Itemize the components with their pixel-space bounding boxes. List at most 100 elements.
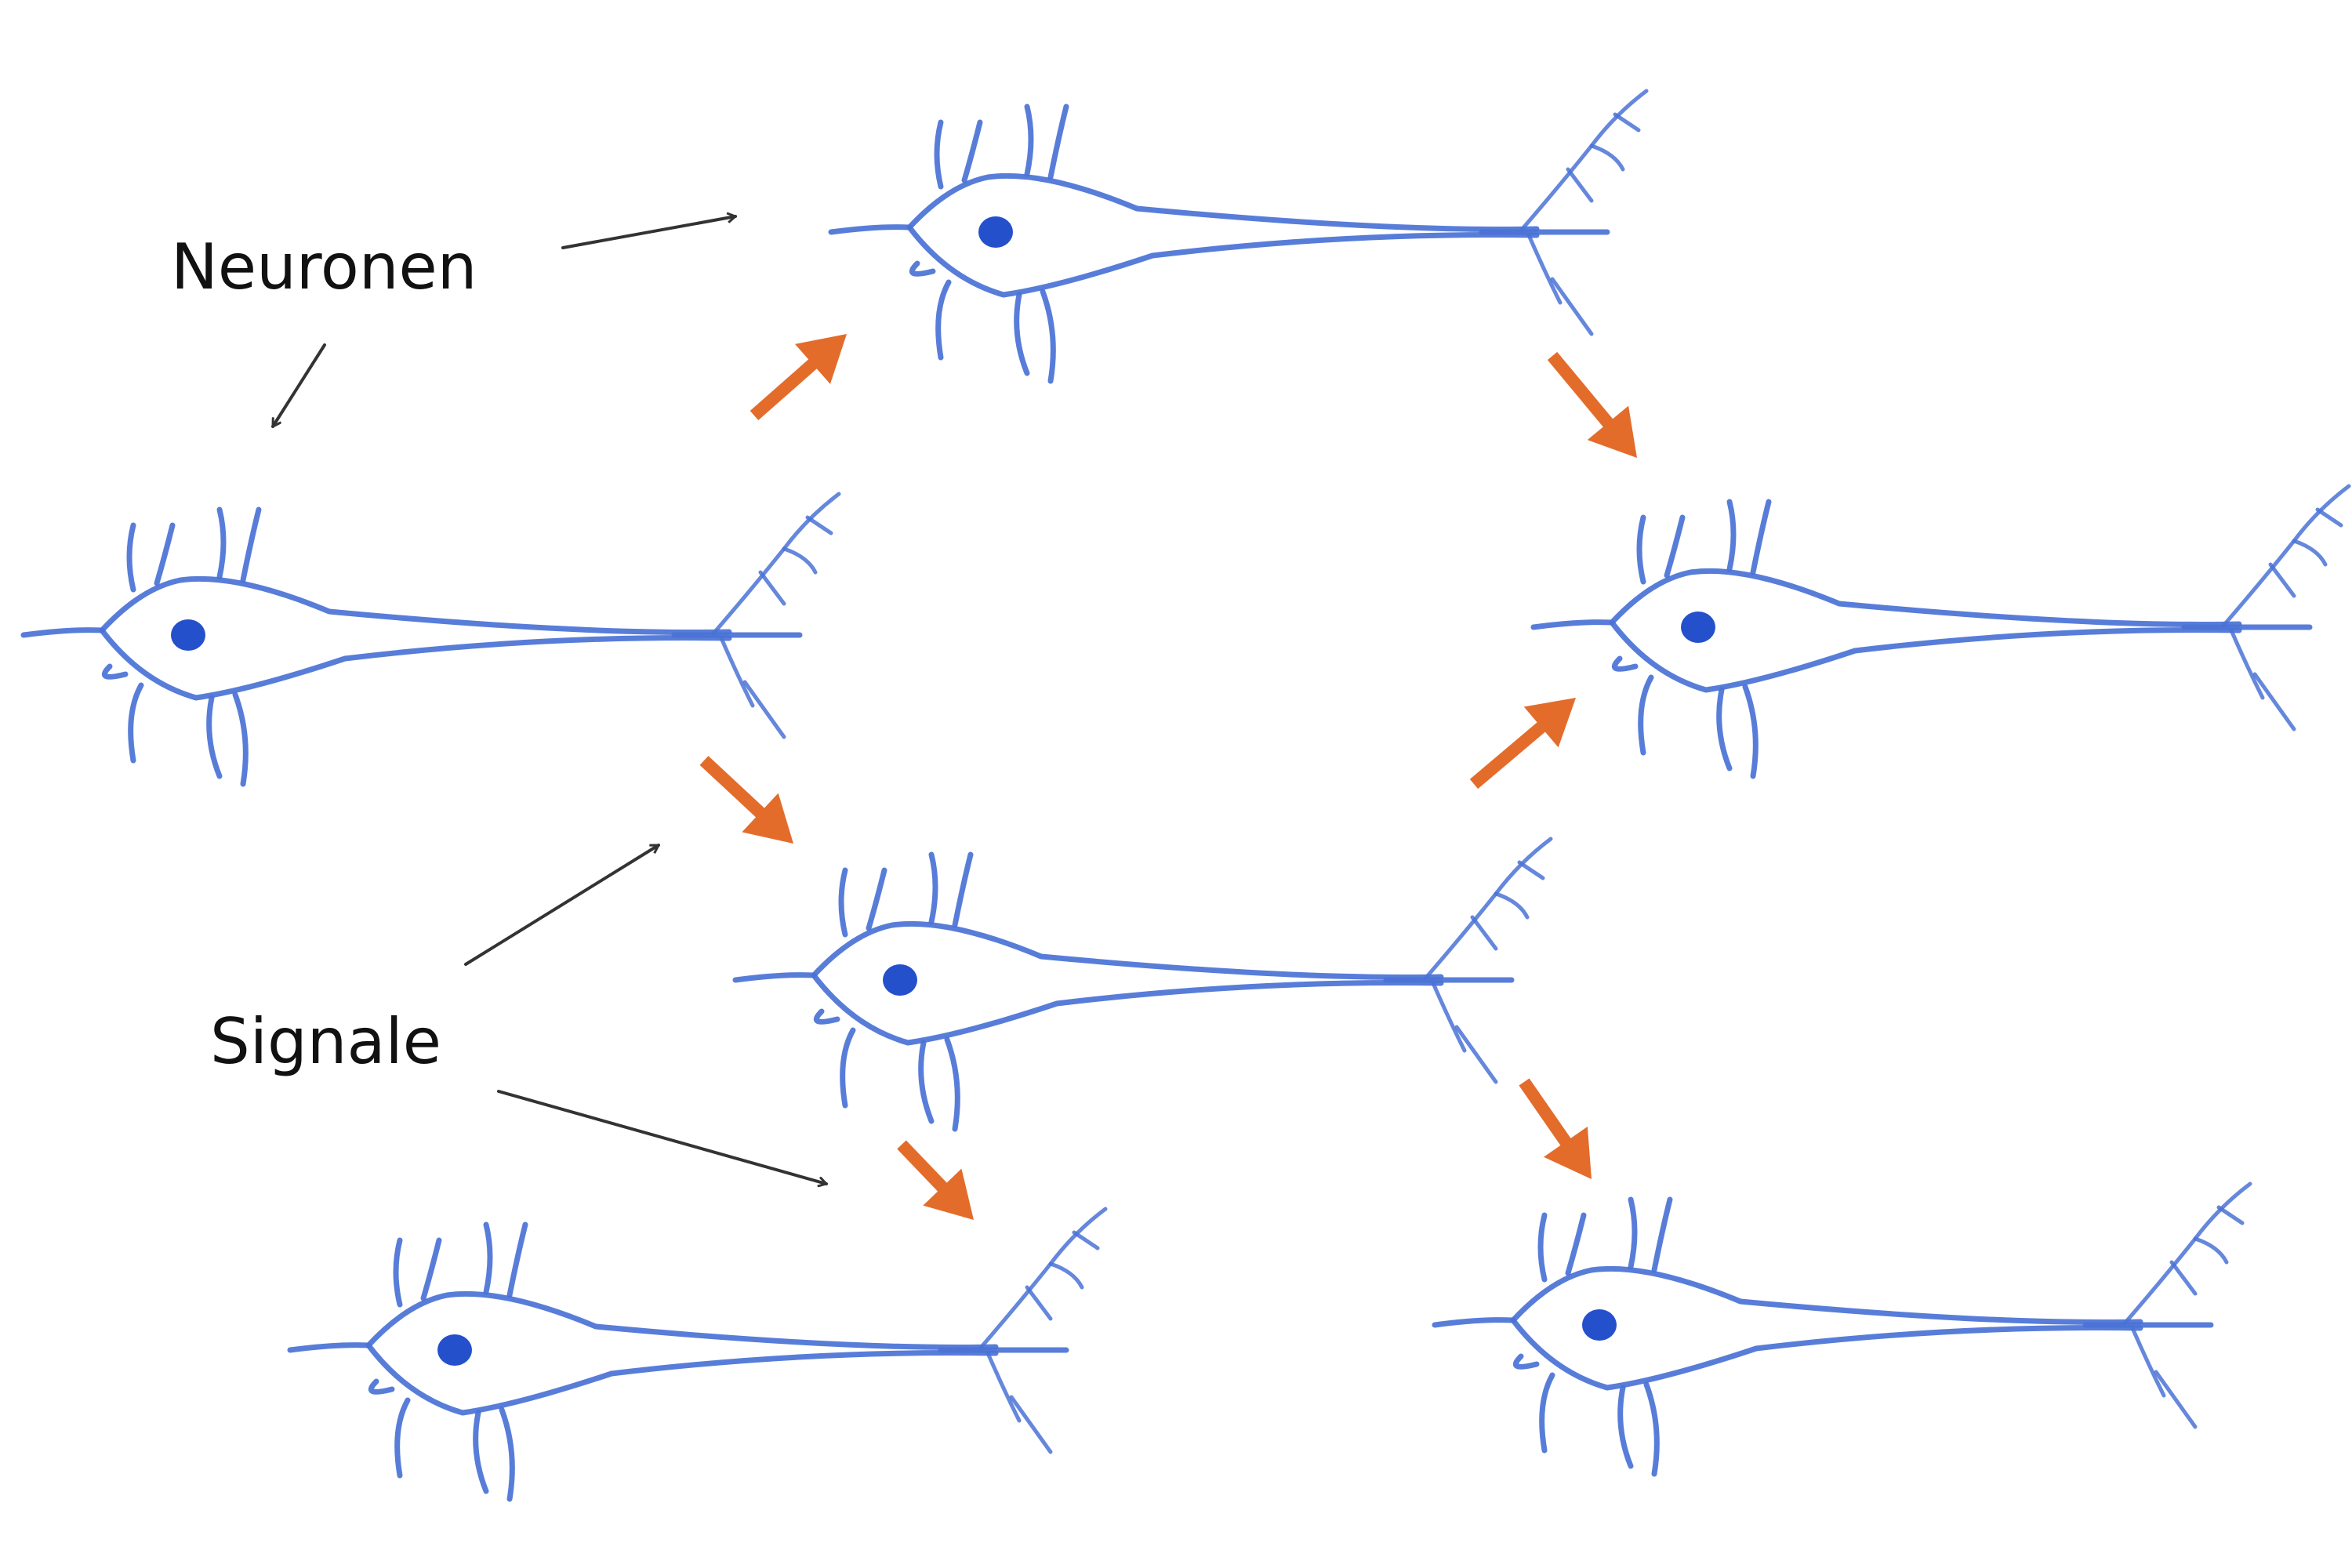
neuron-stroke — [99, 627, 732, 701]
signal-arrow-icon — [699, 756, 793, 844]
axon-terminal-stroke — [2193, 1236, 2229, 1265]
neuron-stroke — [1510, 1317, 2143, 1391]
neuron-stroke — [240, 506, 262, 583]
axon-terminal-stroke — [2229, 628, 2265, 700]
neuron-stroke — [506, 1221, 528, 1298]
signal-arrow-shaft — [897, 1140, 950, 1195]
axon-terminal-stroke — [711, 492, 841, 636]
neuron-stroke — [961, 119, 983, 183]
neuron-stroke — [1047, 103, 1069, 180]
neuron-stroke — [1750, 499, 1772, 575]
neuron-stroke — [1638, 674, 1654, 756]
neuron-stroke — [1609, 568, 2242, 627]
neuron-stroke — [1565, 1212, 1587, 1276]
neuron-stroke — [1609, 619, 2242, 693]
signal-arrow-head — [742, 793, 793, 844]
signal-arrow-icon — [1547, 351, 1637, 458]
neuron-stroke — [866, 867, 887, 931]
neuron-stroke — [732, 972, 817, 983]
axon-terminal-stroke — [1025, 1285, 1053, 1321]
axon-terminal-stroke — [978, 1207, 1108, 1351]
signal-arrow-icon — [1469, 698, 1576, 789]
neuron-stroke — [952, 851, 974, 928]
axon-terminal-stroke — [2292, 539, 2328, 567]
neuron-stroke — [934, 119, 944, 190]
signal-arrow-head — [795, 334, 847, 384]
axon-terminal-stroke — [1431, 981, 1467, 1053]
neurons-group — [20, 89, 2351, 1502]
neuron-stroke — [828, 224, 913, 235]
neuron-stroke — [154, 522, 176, 586]
neuron-stroke — [232, 691, 249, 787]
neuron-stroke — [287, 1342, 372, 1353]
signals-label: Signale — [210, 1005, 441, 1078]
axon-terminal-stroke — [2252, 672, 2296, 731]
pointer-arrow-icon — [271, 343, 326, 426]
neuron-stroke — [928, 851, 938, 925]
signal-arrow-shaft — [750, 356, 821, 421]
axon-terminal-stroke — [782, 546, 818, 575]
nucleus — [1681, 612, 1715, 643]
signal-arrow-icon — [750, 334, 847, 421]
neuron-stroke — [1636, 514, 1646, 585]
axon-terminal-stroke — [1494, 891, 1530, 920]
signal-arrow-head — [1544, 1126, 1592, 1179]
axon-terminal-stroke — [742, 680, 786, 739]
neuron-stroke — [1014, 292, 1030, 376]
axon-terminal-stroke — [985, 1351, 1022, 1423]
axon-terminal-stroke — [1517, 860, 1545, 880]
neuron-stroke — [840, 1027, 856, 1109]
neuron-stroke — [1617, 1385, 1634, 1469]
neuron-stroke — [101, 663, 129, 680]
neuron-stroke — [473, 1410, 489, 1494]
neuron-stroke — [99, 575, 732, 635]
signal-arrow-head — [1587, 405, 1637, 458]
neuron-icon — [20, 492, 841, 787]
nucleus — [978, 216, 1013, 248]
signal-arrow-shaft — [1547, 351, 1616, 431]
neuron-stroke — [813, 1008, 840, 1025]
neuron-stroke — [1716, 687, 1733, 771]
neuron-icon — [732, 837, 1553, 1132]
neuron-stroke — [909, 260, 936, 277]
signal-arrow-head — [923, 1168, 974, 1220]
neuron-stroke — [368, 1378, 395, 1395]
neuron-stroke — [483, 1221, 493, 1295]
neuron-stroke — [216, 506, 227, 580]
label-pointers — [271, 216, 826, 1184]
nucleus — [1582, 1309, 1617, 1341]
signal-arrow-icon — [1519, 1078, 1592, 1179]
nucleus — [883, 964, 917, 996]
axon-terminal-stroke — [1454, 1025, 1498, 1084]
axon-terminal-stroke — [1470, 915, 1498, 951]
pointer-arrow-icon — [497, 1090, 826, 1184]
axon-terminal-stroke — [1009, 1395, 1053, 1454]
neuron-stroke — [1611, 655, 1639, 672]
neuron-stroke — [838, 867, 848, 938]
neuron-stroke — [1512, 1353, 1540, 1370]
neuron-stroke — [1628, 1196, 1638, 1270]
axon-terminal-stroke — [1519, 89, 1649, 233]
pointer-arrow-icon — [464, 844, 659, 966]
neuron-icon — [828, 89, 1649, 384]
neuron-stroke — [1537, 1212, 1548, 1283]
neuron-stroke — [918, 1040, 935, 1124]
axon-terminal-stroke — [1423, 837, 1553, 981]
neuron-stroke — [906, 172, 1540, 232]
axon-terminal-stroke — [2169, 1260, 2198, 1296]
neuron-stroke — [906, 224, 1540, 298]
neuron-stroke — [1742, 684, 1759, 779]
axon-terminal-stroke — [2315, 507, 2343, 528]
signal-arrow-shaft — [1469, 719, 1549, 789]
signal-arrow-head — [1523, 698, 1576, 748]
nucleus — [171, 619, 205, 651]
neuron-stroke — [1040, 289, 1056, 384]
neuron-stroke — [1651, 1196, 1673, 1273]
neuron-stroke — [1024, 103, 1034, 177]
axon-terminal-stroke — [2154, 1370, 2198, 1429]
neuron-stroke — [126, 522, 136, 593]
axon-terminal-stroke — [2268, 562, 2296, 598]
neuron-stroke — [1530, 619, 1615, 630]
neuron-stroke — [1432, 1317, 1516, 1328]
